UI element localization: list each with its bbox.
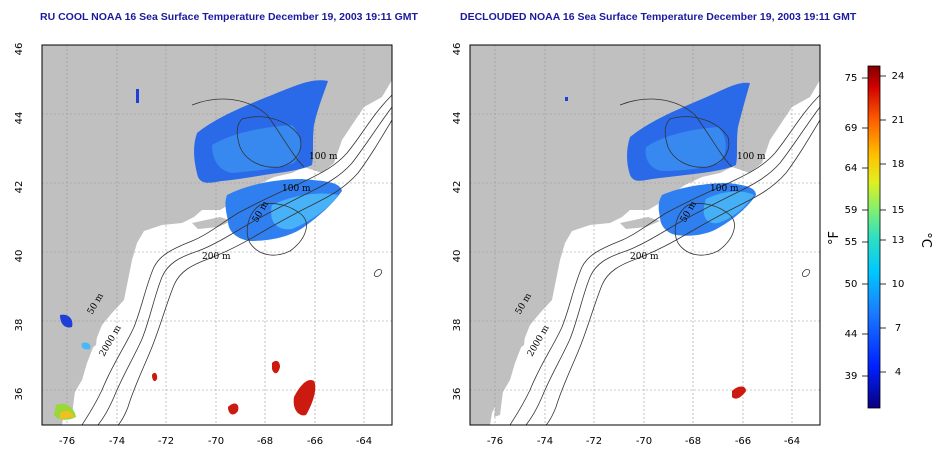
label-100m-2: 100 m [282, 184, 311, 194]
left-map-lon-axis: -76 -74 -72 -70 -68 -66 -64 [59, 436, 372, 447]
left-map-title: RU COOL NOAA 16 Sea Surface Temperature … [40, 11, 418, 23]
c-tick-13: 13 [892, 235, 905, 246]
lon-tick-68: -68 [257, 436, 273, 447]
lat-tick-42-right: 42 [452, 181, 463, 194]
lon-tick-72: -72 [158, 436, 174, 447]
f-tick-59: 59 [845, 205, 858, 216]
right-map-lon-axis: -76 -74 -72 -70 -68 -66 -64 [487, 436, 800, 447]
f-tick-75: 75 [845, 73, 858, 84]
lon-tick-74: -74 [109, 436, 125, 447]
label-200m-right: 200 m [630, 252, 659, 262]
lon-tick-70: -70 [208, 436, 224, 447]
fahrenheit-unit-label: °F [827, 231, 842, 245]
f-tick-55: 55 [845, 237, 858, 248]
label-200m: 200 m [202, 252, 231, 262]
f-tick-69: 69 [845, 123, 858, 134]
lon-tick-70-right: -70 [636, 436, 652, 447]
label-100m: 100 m [309, 152, 338, 162]
warm-eddy-left [293, 379, 316, 416]
lat-tick-44-right: 44 [452, 112, 463, 125]
left-map-lat-axis: 36 38 40 42 44 46 [14, 43, 25, 401]
lon-tick-64-right: -64 [784, 436, 800, 447]
c-tick-7: 7 [895, 323, 901, 334]
lat-tick-46-right: 46 [452, 43, 463, 56]
lon-tick-76-right: -76 [487, 436, 503, 447]
lat-tick-38-right: 38 [452, 319, 463, 332]
c-tick-18: 18 [892, 159, 905, 170]
lon-tick-74-right: -74 [537, 436, 553, 447]
lon-tick-66: -66 [307, 436, 323, 447]
c-tick-24: 24 [892, 71, 905, 82]
left-sst-map: 100 m 100 m 50 m 200 m 50 m 2000 m [41, 44, 393, 426]
lon-tick-68-right: -68 [685, 436, 701, 447]
lat-tick-44: 44 [14, 112, 25, 125]
c-tick-4: 4 [895, 367, 901, 378]
c-tick-10: 10 [892, 279, 905, 290]
c-tick-15: 15 [892, 205, 905, 216]
temperature-colorbar: 75 69 64 59 55 50 44 39 24 21 18 15 13 1… [827, 65, 933, 409]
lon-tick-76: -76 [59, 436, 75, 447]
lat-tick-40-right: 40 [452, 250, 463, 263]
warm-eddy-right [732, 386, 746, 399]
lon-tick-64: -64 [356, 436, 372, 447]
right-map-lat-axis: 36 38 40 42 44 46 [452, 43, 463, 401]
lat-tick-40: 40 [14, 250, 25, 263]
right-sst-map: 100 m 100 m 50 m 200 m 50 m 2000 m [469, 44, 821, 426]
c-tick-21: 21 [892, 115, 905, 126]
label-100m-2-right: 100 m [710, 184, 739, 194]
f-tick-50: 50 [845, 279, 858, 290]
lat-tick-36: 36 [14, 388, 25, 401]
lat-tick-46: 46 [14, 43, 25, 56]
lon-tick-66-right: -66 [735, 436, 751, 447]
right-map-title: DECLOUDED NOAA 16 Sea Surface Temperatur… [460, 11, 857, 23]
f-tick-64: 64 [845, 163, 858, 174]
f-tick-44: 44 [845, 329, 858, 340]
lat-tick-36-right: 36 [452, 388, 463, 401]
lat-tick-38: 38 [14, 319, 25, 332]
lat-tick-42: 42 [14, 181, 25, 194]
label-100m-right: 100 m [737, 152, 766, 162]
lon-tick-72-right: -72 [586, 436, 602, 447]
celsius-unit-label: °C [918, 232, 933, 248]
f-tick-39: 39 [845, 371, 858, 382]
